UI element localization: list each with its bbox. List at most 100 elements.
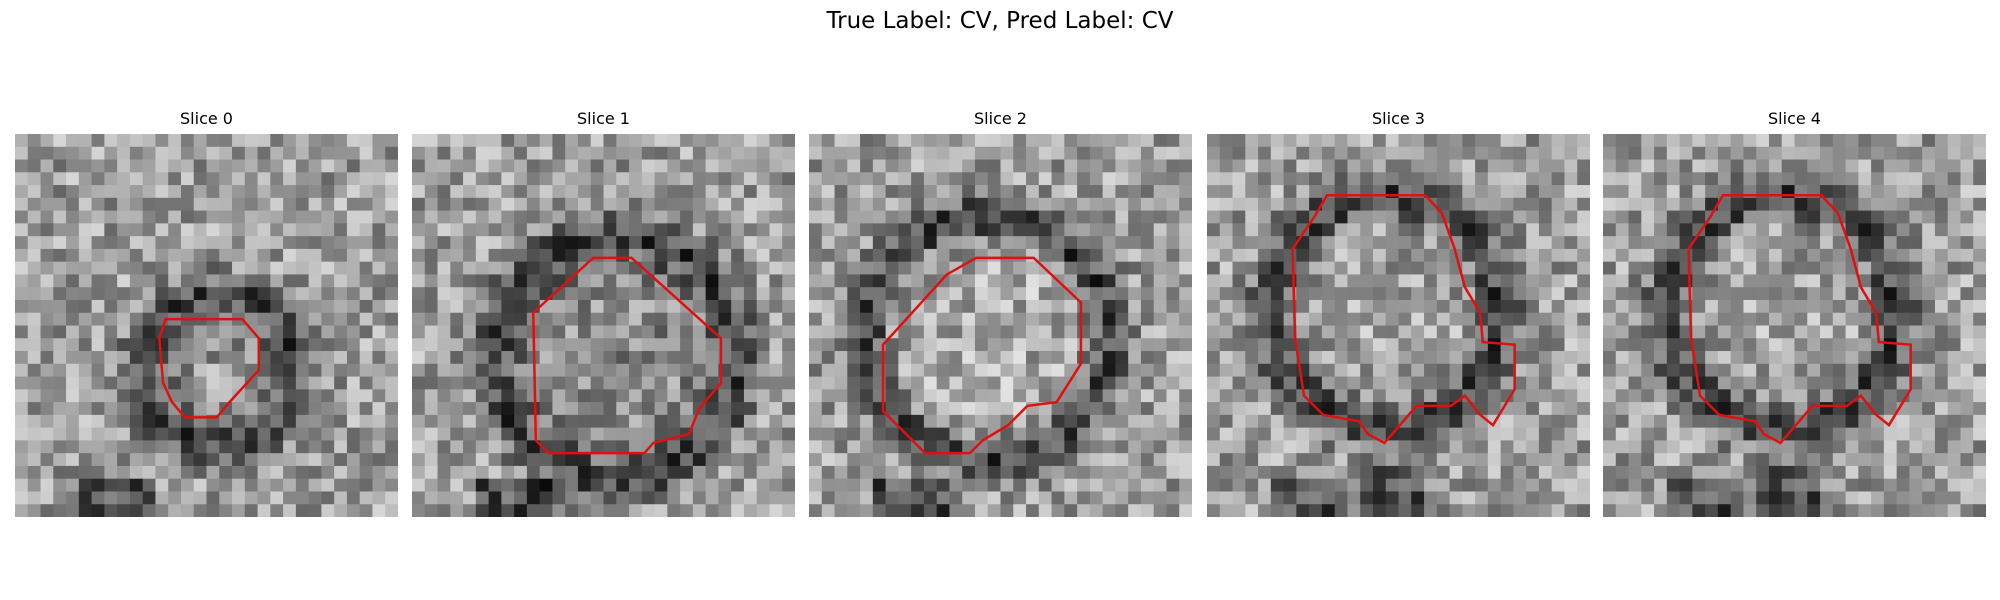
pixel (743, 197, 758, 212)
pixel (1896, 504, 1910, 517)
pixel (244, 440, 259, 454)
pixel (1115, 453, 1129, 467)
pixel (885, 325, 899, 339)
pixel (1628, 440, 1642, 454)
pixel (1321, 223, 1336, 237)
pixel (1603, 402, 1617, 416)
pixel (1845, 325, 1859, 339)
pixel (66, 261, 80, 275)
pixel (142, 248, 156, 263)
pixel (372, 440, 386, 454)
pixel (898, 465, 912, 480)
pixel (1207, 491, 1221, 505)
pixel (1896, 210, 1910, 224)
pixel (847, 376, 861, 390)
pixel (1756, 287, 1770, 301)
pixel (809, 146, 823, 161)
pixel (577, 197, 592, 212)
pixel (782, 172, 795, 186)
pixel (616, 312, 630, 326)
pixel (565, 325, 579, 339)
pixel (412, 440, 426, 454)
pixel (872, 159, 887, 173)
pixel (1628, 376, 1642, 390)
pixel (1140, 453, 1155, 467)
pixel (872, 465, 887, 480)
pixel (616, 478, 630, 492)
pixel (40, 146, 54, 161)
pixel (1871, 236, 1885, 250)
pixel (603, 210, 617, 224)
pixel (590, 338, 604, 352)
pixel (334, 159, 348, 173)
pixel (616, 172, 630, 186)
pixel (142, 414, 156, 429)
pixel (78, 210, 93, 224)
pixel (1140, 504, 1155, 517)
pixel (539, 185, 553, 199)
pixel (1934, 414, 1949, 429)
pixel (1089, 274, 1104, 288)
pixel (104, 491, 118, 505)
pixel (1347, 248, 1361, 263)
pixel (1128, 134, 1142, 148)
pixel (936, 440, 950, 454)
pixel (1934, 134, 1949, 148)
pixel (1832, 274, 1847, 288)
pixel (1077, 491, 1091, 505)
pixel (949, 478, 963, 492)
pixel (782, 389, 795, 403)
pixel (501, 146, 515, 161)
pixel (1845, 376, 1859, 390)
pixel (949, 351, 963, 365)
pixel (321, 491, 335, 505)
pixel (501, 172, 515, 186)
pixel (526, 185, 541, 199)
pixel (1692, 504, 1706, 517)
pixel (756, 146, 770, 161)
pixel (1475, 261, 1489, 275)
pixel (526, 146, 541, 161)
pixel (334, 376, 348, 390)
pixel (1372, 376, 1387, 390)
pixel (501, 185, 515, 199)
pixel (1845, 351, 1859, 365)
panel-title: Slice 3 (1372, 109, 1425, 128)
pixel (1102, 414, 1116, 429)
pixel (834, 172, 848, 186)
pixel (1258, 504, 1272, 517)
pixel (1641, 504, 1655, 517)
pixel (809, 389, 823, 403)
pixel (552, 274, 566, 288)
pixel (1013, 197, 1027, 212)
pixel (1245, 351, 1259, 365)
pixel (1743, 299, 1757, 314)
pixel (1385, 223, 1399, 237)
pixel (193, 325, 207, 339)
pixel (1717, 325, 1732, 339)
pixel (1794, 351, 1808, 365)
pixel (514, 274, 528, 288)
pixel (692, 453, 707, 467)
pixel (1679, 440, 1693, 454)
pixel (168, 465, 182, 480)
pixel (1487, 236, 1502, 250)
pixel (860, 261, 874, 275)
pixel (1334, 312, 1348, 326)
pixel (1398, 389, 1412, 403)
pixel (1909, 248, 1923, 263)
pixel (1909, 491, 1923, 505)
pixel (104, 197, 118, 212)
pixel (78, 491, 93, 505)
pixel (1166, 402, 1180, 416)
pixel (974, 287, 989, 301)
pixel (577, 287, 592, 301)
pixel (129, 236, 144, 250)
pixel (232, 389, 246, 403)
pixel (1603, 248, 1617, 263)
pixel (27, 402, 42, 416)
pixel (372, 427, 386, 441)
pixel (1730, 389, 1744, 403)
slice-image (15, 134, 398, 517)
pixel (718, 287, 732, 301)
